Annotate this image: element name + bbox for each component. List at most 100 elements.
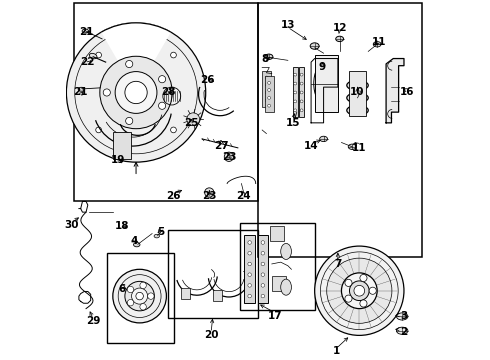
Text: 3: 3 [400,311,408,321]
Text: 20: 20 [204,330,219,341]
Text: 16: 16 [400,87,415,98]
Circle shape [300,91,303,94]
Circle shape [268,89,270,91]
Text: 28: 28 [161,87,175,98]
Wedge shape [101,22,171,93]
Ellipse shape [265,54,273,59]
Circle shape [265,83,268,86]
Bar [113,132,131,158]
Text: 18: 18 [115,221,129,231]
Bar [315,55,338,112]
Text: 5: 5 [157,227,165,237]
Circle shape [125,81,147,104]
Text: 15: 15 [286,118,300,128]
Text: 21: 21 [79,27,93,37]
Circle shape [248,273,251,276]
Circle shape [261,284,265,287]
Ellipse shape [347,105,368,115]
Circle shape [100,56,172,129]
Circle shape [354,285,365,296]
Circle shape [125,60,133,68]
Bar [245,235,255,303]
Circle shape [125,282,154,311]
Text: 13: 13 [281,19,295,30]
Circle shape [261,294,265,298]
Text: 2: 2 [400,327,408,337]
Ellipse shape [82,29,89,33]
Bar [348,71,367,116]
Circle shape [127,286,134,293]
Circle shape [349,281,369,301]
Circle shape [248,251,251,255]
Bar [258,235,268,303]
Text: 19: 19 [111,156,125,165]
Text: 23: 23 [221,152,236,162]
Circle shape [300,73,303,76]
Circle shape [261,273,265,276]
Circle shape [103,89,110,96]
Circle shape [294,109,296,112]
Ellipse shape [396,327,408,334]
Text: 11: 11 [352,143,367,153]
Circle shape [345,279,352,287]
Circle shape [265,76,268,79]
Bar [213,290,222,301]
Bar [258,3,422,257]
Text: 23: 23 [202,191,217,201]
Circle shape [127,300,134,306]
Circle shape [171,127,176,133]
Circle shape [342,273,377,309]
Text: 9: 9 [318,63,325,72]
Circle shape [261,251,265,255]
Text: 8: 8 [261,54,268,64]
Circle shape [136,292,144,300]
Text: 30: 30 [65,220,79,230]
Bar [265,76,273,112]
Text: 14: 14 [304,141,318,151]
Text: 12: 12 [332,23,347,33]
Circle shape [205,188,214,197]
Ellipse shape [347,80,368,90]
Circle shape [96,52,101,58]
Bar [299,67,304,117]
Text: 26: 26 [166,191,181,201]
Text: 22: 22 [80,57,95,67]
Ellipse shape [350,107,366,113]
Ellipse shape [347,93,368,103]
Bar [272,276,286,291]
Bar [240,223,315,310]
Text: 7: 7 [334,259,342,269]
Circle shape [261,241,265,244]
Text: 25: 25 [184,118,198,128]
Ellipse shape [348,144,356,149]
Text: 6: 6 [118,284,125,294]
Circle shape [327,258,392,323]
Ellipse shape [319,136,327,141]
Circle shape [248,294,251,298]
Circle shape [125,117,133,125]
Bar [107,253,173,342]
Circle shape [360,274,367,282]
Ellipse shape [154,234,159,238]
Bar [168,230,258,318]
Circle shape [345,295,352,302]
Circle shape [265,91,268,94]
Circle shape [140,303,147,310]
Circle shape [294,100,296,103]
Circle shape [294,82,296,85]
Ellipse shape [350,95,366,101]
Ellipse shape [281,279,292,295]
Circle shape [261,262,265,266]
Text: 27: 27 [215,141,229,151]
Text: 26: 26 [200,75,215,85]
Circle shape [132,288,147,304]
Circle shape [300,82,303,85]
Text: 29: 29 [86,316,100,326]
Text: 10: 10 [350,87,365,98]
Circle shape [300,100,303,103]
Circle shape [147,293,154,299]
Ellipse shape [134,243,140,247]
Circle shape [66,23,206,162]
Circle shape [268,81,270,84]
Circle shape [294,73,296,76]
